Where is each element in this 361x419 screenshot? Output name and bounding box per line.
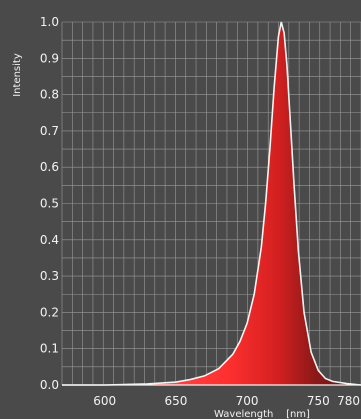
x-tick-label: 650 [164,394,187,408]
y-tick-label: 0.9 [40,51,59,65]
grid-lines [61,21,361,386]
y-tick-label: 0.0 [40,378,59,392]
y-tick-label: 0.8 [40,88,59,102]
y-tick-label: 0.2 [40,305,59,319]
y-tick-label: 0.4 [40,233,59,247]
y-tick-label: 0.6 [40,160,59,174]
y-tick-label: 0.1 [40,342,59,356]
x-tick-label: 600 [93,394,116,408]
y-tick-label: 0.3 [40,269,59,283]
y-tick-label: 1.0 [40,15,59,29]
x-axis-label: Wavelength [nm] [214,409,310,419]
spectrum-line [62,21,361,386]
y-tick-labels: 0.0 0.1 0.2 0.3 0.4 0.5 0.6 0.7 0.8 0.9 1.0 [40,15,59,392]
x-tick-label: 700 [236,394,259,408]
x-tick-label: 780 [337,394,360,408]
x-tick-labels: 600 650 700 750 780 [93,394,360,408]
y-axis-label: Intensity [12,53,23,97]
x-tick-label: 750 [307,394,330,408]
y-tick-label: 0.5 [40,197,59,211]
spectrum-area [62,22,361,385]
y-tick-label: 0.7 [40,124,59,138]
